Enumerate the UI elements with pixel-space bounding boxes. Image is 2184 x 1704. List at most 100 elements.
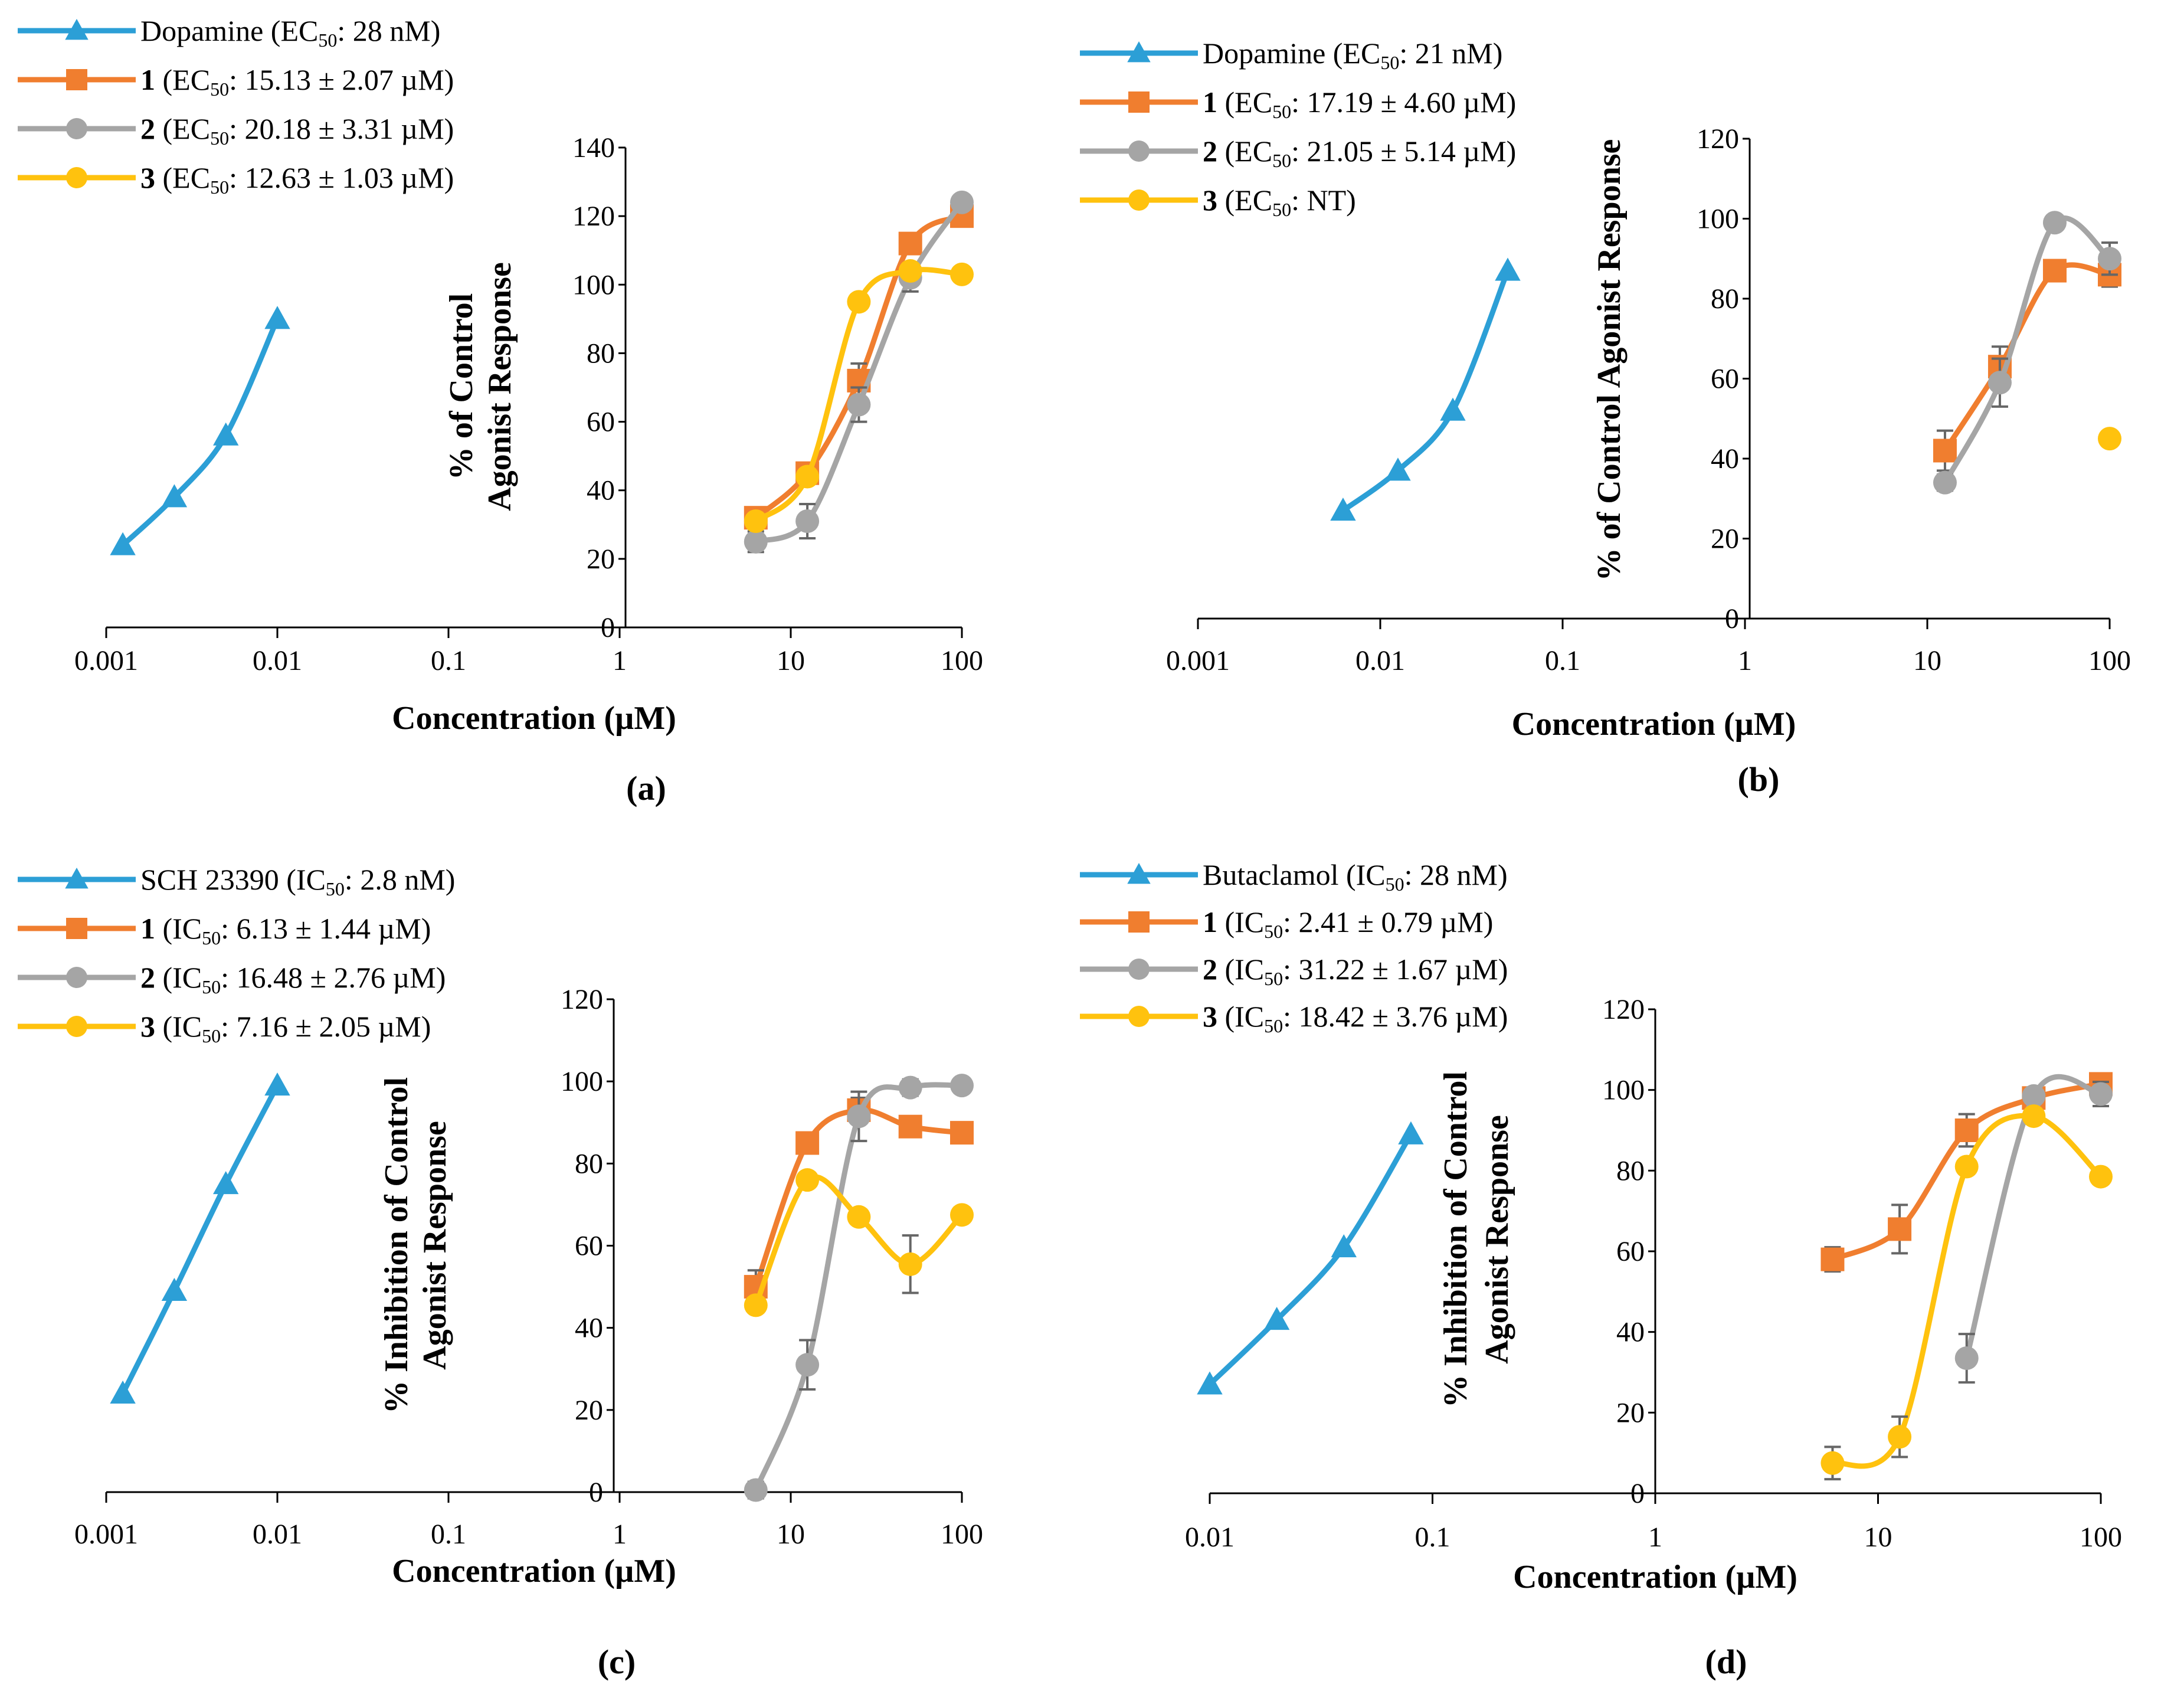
legend-label: 2 (EC50: 21.05 ± 5.14 µM) [1203, 135, 1516, 171]
legend-text-post: : 6.13 ± 1.44 µM) [221, 912, 431, 945]
data-point [1197, 1371, 1223, 1395]
x-tick-label: 10 [1864, 1522, 1892, 1553]
data-point [898, 231, 922, 256]
y-axis-title: Agonist Response [417, 1121, 453, 1370]
y-tick-label: 0 [1725, 603, 1739, 634]
legend-series-id: 1 [1203, 86, 1217, 119]
x-tick-label: 100 [2088, 645, 2131, 676]
x-tick-label: 100 [941, 645, 983, 676]
data-point [264, 306, 290, 329]
y-tick-label: 20 [587, 544, 615, 575]
data-point [2022, 1104, 2046, 1129]
data-point [795, 1131, 820, 1155]
data-point [898, 1114, 922, 1139]
legend-text-post: : 7.16 ± 2.05 µM) [221, 1010, 431, 1043]
x-tick-label: 0.001 [74, 1519, 138, 1550]
legend-text-pre: ( [155, 961, 172, 994]
legend-text-post: : 17.19 ± 4.60 µM) [1291, 86, 1516, 119]
series-line [1942, 262, 2113, 453]
data-point [1820, 1451, 1845, 1475]
legend-entry: SCH 23390 (IC50: 2.8 nM) [18, 863, 455, 900]
data-point [1820, 1247, 1845, 1271]
legend-subscript: 50 [210, 176, 229, 198]
legend-label: 2 (IC50: 31.22 ± 1.67 µM) [1203, 953, 1508, 989]
legend-label: Dopamine (EC50: 21 nM) [1203, 37, 1502, 73]
legend-entry: 3 (IC50: 7.16 ± 2.05 µM) [18, 1010, 431, 1046]
data-point [2098, 427, 2121, 451]
series-line [1340, 268, 1511, 514]
data-point [898, 1252, 922, 1276]
legend-entry: Butaclamol (IC50: 28 nM) [1080, 858, 1508, 895]
x-tick-label: 1 [1648, 1522, 1662, 1553]
data-point [110, 1380, 136, 1404]
x-tick-label: 0.1 [1415, 1522, 1450, 1553]
legend-subscript: 50 [1272, 150, 1291, 171]
legend-marker [65, 867, 89, 889]
legend-series-id: 2 [1203, 135, 1217, 168]
legend-text-pre: SCH 23390 ( [140, 863, 296, 896]
series-butaclamol [1197, 1121, 1424, 1395]
legend-label: 3 (IC50: 7.16 ± 2.05 µM) [140, 1010, 431, 1046]
x-tick-label: 1 [613, 1519, 627, 1550]
legend-subscript: 50 [210, 127, 229, 149]
data-point [161, 1277, 188, 1301]
legend-subscript: 50 [202, 1025, 221, 1046]
x-tick-label: 0.1 [1545, 645, 1580, 676]
legend-text-post: : 21.05 ± 5.14 µM) [1291, 135, 1516, 168]
legend-subscript: 50 [202, 976, 221, 997]
series-2 [744, 190, 974, 554]
x-tick-label: 0.1 [431, 1519, 466, 1550]
legend-entry: 3 (EC50: 12.63 ± 1.03 µM) [18, 161, 454, 198]
y-tick-label: 120 [1697, 123, 1739, 155]
y-tick-label: 0 [1630, 1478, 1645, 1509]
legend-label: 1 (IC50: 2.41 ± 0.79 µM) [1203, 905, 1493, 942]
y-axis-title: % Inhibition of Control [378, 1077, 415, 1414]
legend-text-pre: ( [1217, 905, 1235, 938]
series-dopamine [1330, 257, 1521, 521]
series-1 [744, 204, 974, 530]
legend-series-id: 2 [1203, 953, 1217, 986]
legend-label: 3 (EC50: 12.63 ± 1.03 µM) [140, 161, 454, 198]
legend-metric: EC [172, 112, 210, 145]
legend-series-id: 3 [140, 1010, 155, 1043]
legend-series-id: 2 [140, 961, 155, 994]
legend-entry: 2 (IC50: 16.48 ± 2.76 µM) [18, 961, 446, 997]
legend-subscript: 50 [1272, 101, 1291, 122]
legend-text-post: : 2.41 ± 0.79 µM) [1283, 905, 1493, 938]
y-axis-title: % Inhibition of Control [1438, 1071, 1474, 1408]
y-tick-label: 20 [575, 1395, 603, 1426]
legend-text-pre: ( [1217, 184, 1235, 217]
data-point [1933, 439, 1957, 463]
legend-text-post: : 20.18 ± 3.31 µM) [229, 112, 454, 145]
y-tick-label: 140 [572, 132, 615, 163]
y-tick-label: 80 [1616, 1155, 1645, 1186]
chart-panel-1: 0.001 0.01 0.1 1 10 100 0 20 40 60 80 100 120 Concent… [1080, 37, 2131, 799]
legend-text-pre: ( [1217, 135, 1235, 168]
legend-series-id: 3 [140, 161, 155, 194]
legend-marker [66, 918, 87, 939]
legend-label: 1 (IC50: 6.13 ± 1.44 µM) [140, 912, 431, 949]
series-line [1207, 1131, 1414, 1387]
legend-entry: Dopamine (EC50: 28 nM) [18, 14, 440, 51]
x-tick-label: 0.1 [431, 645, 466, 676]
y-tick-label: 100 [561, 1066, 603, 1097]
legend-metric: EC [1235, 86, 1272, 119]
y-tick-label: 40 [587, 475, 615, 506]
y-tick-label: 0 [589, 1477, 603, 1508]
data-point [898, 259, 922, 283]
y-tick-label: 40 [575, 1313, 603, 1344]
legend-entry: 2 (EC50: 21.05 ± 5.14 µM) [1080, 135, 1516, 171]
y-axis-title: % of Control Agonist Response [1591, 139, 1628, 581]
legend-marker [1127, 41, 1151, 63]
chart-panel-3: 0.01 0.1 1 10 100 0 20 40 60 80 100 120 Concentratio… [1080, 858, 2122, 1681]
legend-marker [1128, 1006, 1150, 1027]
legend-text-pre: ( [1217, 953, 1235, 986]
legend-marker [66, 1016, 87, 1037]
legend-metric: EC [1343, 37, 1380, 70]
legend-marker [65, 18, 89, 40]
data-point [213, 1171, 239, 1195]
legend-metric: EC [1235, 184, 1272, 217]
data-point [2022, 1084, 2046, 1108]
legend-text-pre: ( [1217, 86, 1235, 119]
